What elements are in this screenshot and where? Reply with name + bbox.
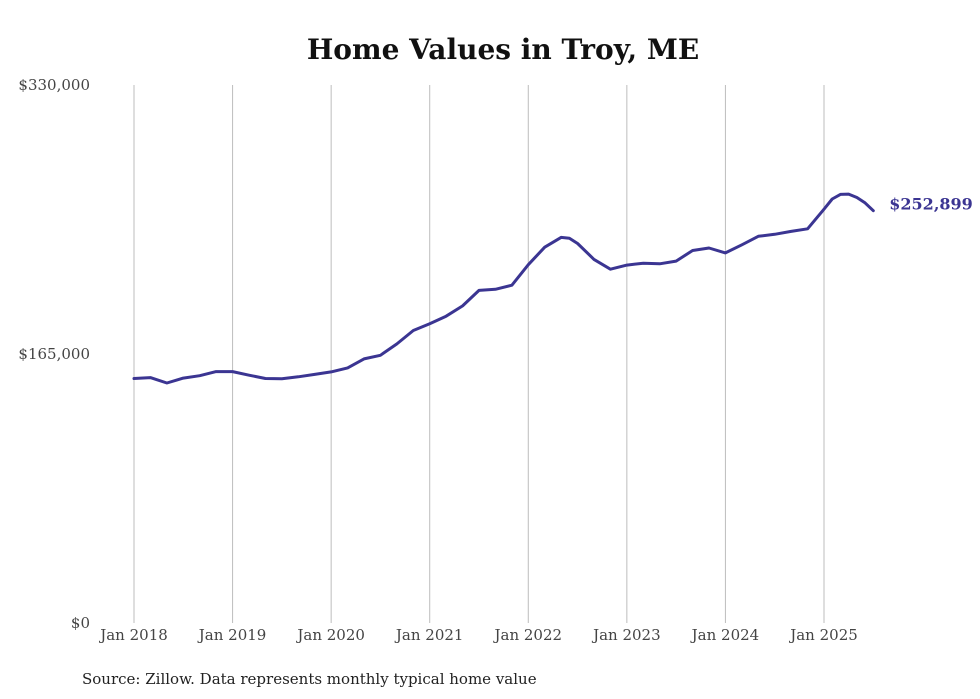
latest-value-label: $252,899 (889, 195, 973, 214)
y-axis-tick-labels: $0 $165,000 $330,000 (18, 76, 90, 632)
home-value-line (132, 192, 875, 385)
x-tick-label: Jan 2019 (197, 626, 267, 644)
x-axis-tick-labels: Jan 2018 Jan 2019 Jan 2020 Jan 2021 Jan 2022… (98, 626, 858, 644)
chart-title: Home Values in Troy, ME (307, 33, 699, 66)
x-tick-label: Jan 2021 (394, 626, 464, 644)
y-tick-label: $165,000 (18, 345, 90, 363)
x-tick-label: Jan 2018 (98, 626, 168, 644)
source-note: Source: Zillow. Data represents monthly … (82, 670, 537, 688)
x-tick-label: Jan 2023 (591, 626, 661, 644)
vertical-gridlines (133, 85, 825, 623)
x-tick-label: Jan 2024 (690, 626, 760, 644)
x-tick-label: Jan 2025 (788, 626, 858, 644)
y-tick-label: $330,000 (18, 76, 90, 94)
y-tick-label: $0 (71, 614, 90, 632)
x-tick-label: Jan 2022 (493, 626, 563, 644)
x-tick-label: Jan 2020 (295, 626, 365, 644)
